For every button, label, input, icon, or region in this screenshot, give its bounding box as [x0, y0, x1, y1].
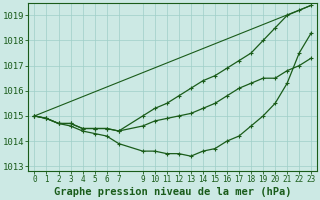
X-axis label: Graphe pression niveau de la mer (hPa): Graphe pression niveau de la mer (hPa): [54, 187, 292, 197]
